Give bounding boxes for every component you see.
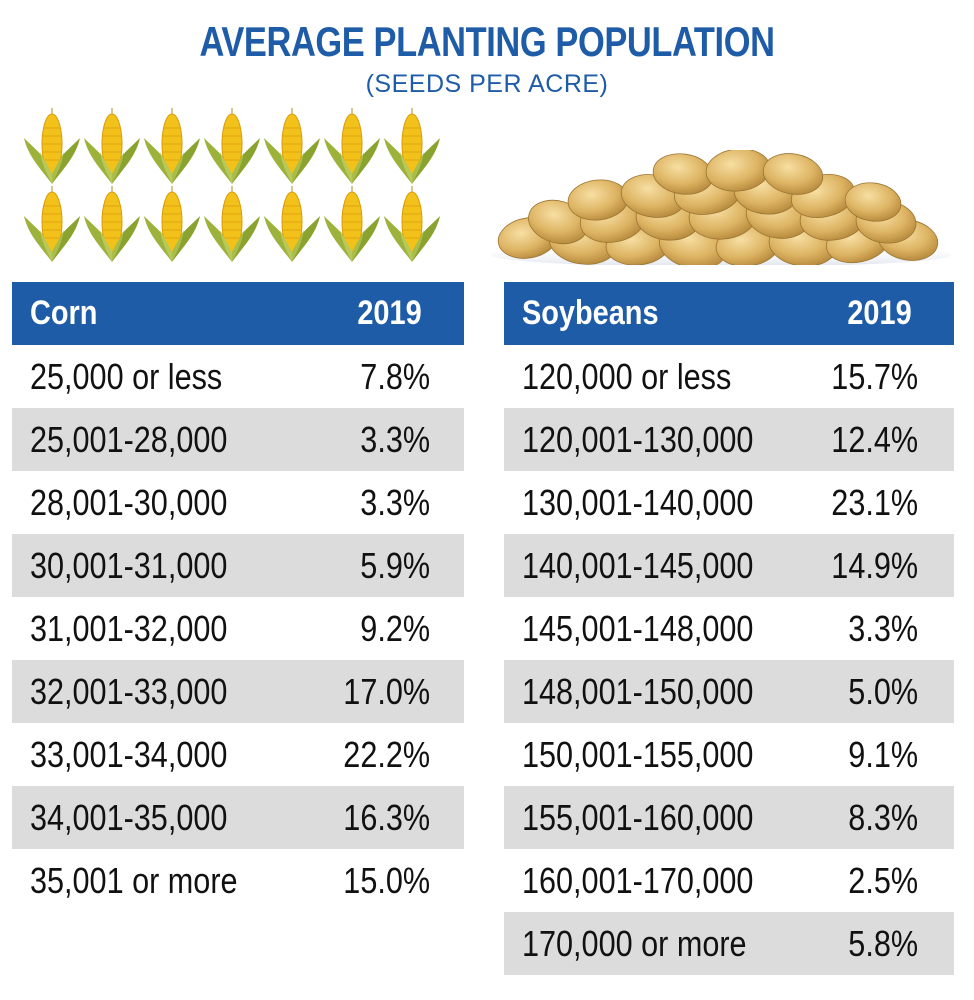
soybeans-table-header: Soybeans 2019: [504, 282, 954, 345]
corn-cob-icon: [322, 108, 382, 186]
corn-table-header: Corn 2019: [12, 282, 464, 345]
soybean-icon: [844, 182, 902, 222]
corn-cob-icon: [382, 108, 442, 186]
corn-range-label: 28,001-30,000: [30, 482, 228, 523]
corn-percent-value: 9.2%: [360, 608, 430, 649]
corn-percent-value: 3.3%: [360, 419, 430, 460]
soybeans-table-row: 148,001-150,000 5.0%: [504, 660, 954, 723]
corn-range-label: 25,001-28,000: [30, 419, 228, 460]
corn-percent-value: 16.3%: [343, 797, 430, 838]
soybeans-range-label: 145,001-148,000: [522, 608, 754, 649]
soybeans-range-label: 160,001-170,000: [522, 860, 754, 901]
corn-cob-icon: [82, 186, 142, 264]
corn-table-row: 28,001-30,000 3.3%: [12, 471, 464, 534]
corn-cob-icon: [142, 186, 202, 264]
corn-percent-value: 5.9%: [360, 545, 430, 586]
corn-table-row: 32,001-33,000 17.0%: [12, 660, 464, 723]
soybeans-range-label: 120,000 or less: [522, 356, 732, 397]
soybeans-percent-value: 5.8%: [848, 923, 918, 964]
soybeans-year-header: 2019: [847, 294, 912, 332]
corn-table: Corn 2019 25,000 or less 7.8% 25,001-28,00…: [12, 282, 464, 912]
corn-table-row: 25,001-28,000 3.3%: [12, 408, 464, 471]
corn-percent-value: 3.3%: [360, 482, 430, 523]
corn-range-label: 33,001-34,000: [30, 734, 228, 775]
corn-table-row: 35,001 or more 15.0%: [12, 849, 464, 912]
corn-cob-icon: [382, 186, 442, 264]
soybeans-range-label: 170,000 or more: [522, 923, 747, 964]
corn-cob-icon: [322, 186, 382, 264]
corn-percent-value: 15.0%: [343, 860, 430, 901]
soybeans-range-label: 148,001-150,000: [522, 671, 754, 712]
corn-table-row: 25,000 or less 7.8%: [12, 345, 464, 408]
soybeans-percent-value: 5.0%: [848, 671, 918, 712]
soybeans-table-row: 170,000 or more 5.8%: [504, 912, 954, 975]
soybeans-percent-value: 23.1%: [831, 482, 918, 523]
corn-range-label: 34,001-35,000: [30, 797, 228, 838]
corn-percent-value: 17.0%: [343, 671, 430, 712]
corn-cob-icon: [262, 186, 322, 264]
corn-range-label: 25,000 or less: [30, 356, 223, 397]
page-title: AVERAGE PLANTING POPULATION: [199, 18, 775, 65]
soybeans-percent-value: 12.4%: [831, 419, 918, 460]
soybean-icon: [762, 153, 824, 195]
soybeans-range-label: 140,001-145,000: [522, 545, 754, 586]
soybeans-percent-value: 9.1%: [848, 734, 918, 775]
soybeans-percent-value: 3.3%: [848, 608, 918, 649]
corn-table-row: 34,001-35,000 16.3%: [12, 786, 464, 849]
soybeans-table-row: 120,001-130,000 12.4%: [504, 408, 954, 471]
soybeans-table-row: 145,001-148,000 3.3%: [504, 597, 954, 660]
soybeans-percent-value: 15.7%: [831, 356, 918, 397]
soybeans-table: Soybeans 2019 120,000 or less 15.7% 120,00…: [504, 282, 954, 975]
soybeans-table-row: 140,001-145,000 14.9%: [504, 534, 954, 597]
soybeans-table-row: 150,001-155,000 9.1%: [504, 723, 954, 786]
corn-column-header: Corn: [30, 294, 98, 332]
corn-cob-icon: [202, 108, 262, 186]
corn-range-label: 32,001-33,000: [30, 671, 228, 712]
corn-range-label: 30,001-31,000: [30, 545, 228, 586]
corn-range-label: 31,001-32,000: [30, 608, 228, 649]
corn-cob-icon: [142, 108, 202, 186]
corn-percent-value: 7.8%: [360, 356, 430, 397]
corn-cob-icon: [202, 186, 262, 264]
page-subtitle: (SEEDS PER ACRE): [365, 70, 609, 98]
corn-year-header: 2019: [357, 294, 422, 332]
corn-cob-icon: [262, 108, 322, 186]
soybeans-table-row: 130,001-140,000 23.1%: [504, 471, 954, 534]
soybeans-table-row: 120,000 or less 15.7%: [504, 345, 954, 408]
corn-cob-icon: [22, 108, 82, 186]
corn-cob-icon: [82, 108, 142, 186]
soybeans-range-label: 130,001-140,000: [522, 482, 754, 523]
soybeans-table-row: 160,001-170,000 2.5%: [504, 849, 954, 912]
soybean-pile-icon: [491, 150, 951, 265]
corn-range-label: 35,001 or more: [30, 860, 238, 901]
soybeans-range-label: 120,001-130,000: [522, 419, 754, 460]
corn-table-row: 33,001-34,000 22.2%: [12, 723, 464, 786]
soybeans-percent-value: 2.5%: [848, 860, 918, 901]
corn-table-row: 31,001-32,000 9.2%: [12, 597, 464, 660]
soybeans-percent-value: 8.3%: [848, 797, 918, 838]
soybeans-range-label: 155,001-160,000: [522, 797, 754, 838]
corn-cob-icon: [22, 186, 82, 264]
soybeans-column-header: Soybeans: [522, 294, 659, 332]
corn-illustration: [22, 108, 462, 268]
soybeans-table-row: 155,001-160,000 8.3%: [504, 786, 954, 849]
corn-table-row: 30,001-31,000 5.9%: [12, 534, 464, 597]
corn-percent-value: 22.2%: [343, 734, 430, 775]
soybeans-percent-value: 14.9%: [831, 545, 918, 586]
soybeans-range-label: 150,001-155,000: [522, 734, 754, 775]
